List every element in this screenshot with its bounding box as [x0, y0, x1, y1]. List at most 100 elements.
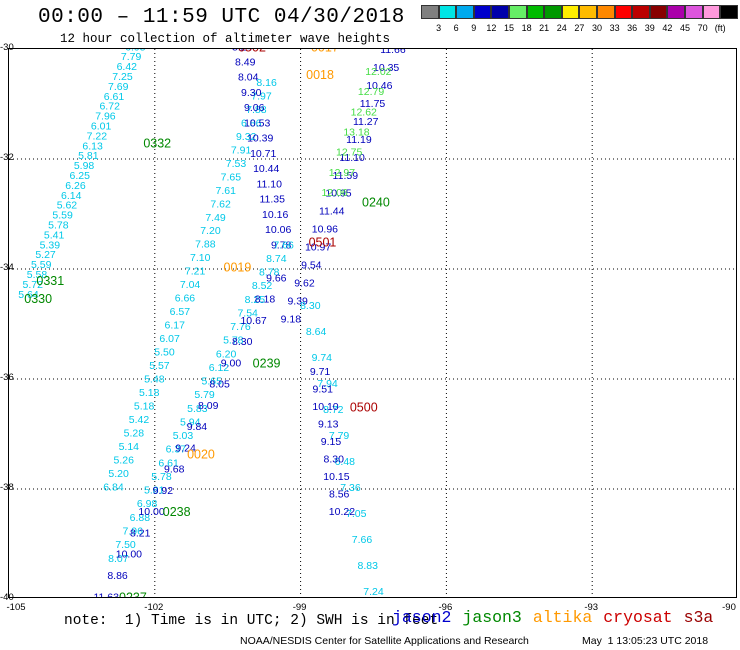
wave-height-value: 6.12: [209, 362, 230, 374]
wave-height-value: 10.22: [329, 506, 355, 518]
wave-height-value: 8.18: [255, 294, 276, 306]
legend-label: 70: [697, 23, 708, 33]
longitude-label: -93: [584, 602, 599, 613]
wave-height-value: 9.71: [310, 366, 331, 378]
legend-label: 30: [591, 23, 603, 33]
wave-height-value: 9.30: [241, 87, 262, 99]
wave-height-value: 11.19: [346, 134, 372, 146]
wave-height-color-legend: [421, 5, 738, 19]
wave-height-value: 10.96: [312, 224, 338, 236]
wave-height-value: 9.06: [244, 102, 265, 114]
legend-label: 39: [644, 23, 655, 33]
longitude-label: -99: [292, 602, 307, 613]
wave-height-value: 10.44: [253, 163, 279, 175]
wave-height-value: 5.27: [35, 249, 56, 261]
wave-height-value: 10.16: [262, 209, 288, 221]
generation-timestamp: May 1 13:05:23 UTC 2018: [582, 635, 709, 647]
wave-height-value: 10.00: [116, 549, 142, 561]
wave-height-value: 7.04: [180, 279, 201, 291]
wave-height-value: 9.74: [312, 352, 333, 364]
wave-height-value: 7.21: [185, 266, 206, 278]
satellite-legend-item: jason3: [462, 608, 522, 627]
wave-height-value: 13.18: [343, 127, 369, 139]
legend-label: 45: [679, 23, 691, 33]
wave-height-value: 5.98: [74, 160, 95, 172]
wave-height-value: 8.78: [259, 267, 280, 279]
wave-height-value: 7.53: [226, 158, 247, 170]
legend-swatch: [473, 5, 492, 19]
wave-height-value: 7.91: [231, 144, 252, 156]
pass-time-label: 0330: [24, 292, 52, 306]
wave-height-value: 9.24: [175, 442, 196, 454]
wave-height-value: 6.61: [104, 91, 125, 103]
wave-height-value: 7.66: [352, 534, 373, 546]
altimeter-map: 6.957.796.427.257.696.616.727.966.017.22…: [8, 48, 737, 598]
legend-swatch: [614, 5, 633, 19]
wave-height-value: 7.97: [251, 90, 272, 102]
legend-label: 27: [574, 23, 585, 33]
wave-height-value: 6.57: [170, 306, 191, 318]
wave-height-value: 7.10: [190, 252, 211, 264]
legend-swatch: [561, 5, 580, 19]
wave-height-value: 5.64: [18, 289, 39, 301]
legend-swatch: [649, 5, 668, 19]
wave-height-value: 5.58: [27, 269, 48, 281]
latitude-label: -30: [0, 42, 14, 53]
wave-height-value: 5.81: [78, 150, 99, 162]
wave-height-value: 7.94: [317, 378, 338, 390]
wave-height-value: 10.06: [265, 224, 291, 236]
wave-height-value: 5.28: [124, 427, 145, 439]
legend-label: 3: [436, 23, 442, 33]
wave-height-value: 12.79: [358, 86, 384, 98]
wave-height-value: 5.39: [40, 239, 61, 251]
wave-height-value: 11.66: [380, 49, 406, 56]
wave-height-value: 11.63: [93, 591, 119, 598]
wave-height-value: 8.30: [323, 453, 344, 465]
legend-label: 33: [609, 23, 620, 33]
latitude-label: -32: [0, 152, 14, 163]
pass-time-label: 0019: [224, 260, 252, 274]
wave-height-value: 5.78: [223, 335, 244, 347]
wave-height-legend-labels: 3 6 9 12 15 18 21 24 27 30 33 36 39 42 45 70 (ft): [421, 23, 738, 37]
wave-height-value: 6.17: [165, 320, 186, 332]
wave-height-value: 8.86: [107, 570, 128, 582]
wave-height-value: 6.98: [137, 498, 158, 510]
wave-height-value: 6.07: [159, 333, 180, 345]
wave-height-value: 11.27: [353, 116, 379, 128]
wave-height-value: 11.10: [256, 178, 282, 190]
pass-time-label: 0501: [309, 236, 337, 250]
legend-swatch: [491, 5, 509, 19]
pass-time-label: 0239: [253, 357, 281, 371]
legend-swatch: [526, 5, 545, 19]
wave-height-value: 10.39: [247, 133, 273, 145]
wave-height-value: 6.13: [82, 140, 103, 152]
wave-height-value: 9.00: [221, 357, 242, 369]
wave-height-value: 12.75: [336, 147, 362, 159]
wave-height-value: 7.61: [216, 185, 237, 197]
wave-height-value: 12.02: [365, 66, 391, 78]
latitude-label: -38: [0, 482, 14, 493]
pass-time-label: 0240: [362, 195, 390, 209]
satellite-legend-item: cryosat: [603, 608, 673, 627]
wave-height-value: 7.22: [87, 130, 108, 142]
wave-height-value: 5.94: [180, 416, 201, 428]
units-note: note: 1) Time is in UTC; 2) SWH is in fe…: [64, 613, 439, 629]
wave-height-value: 5.18: [134, 400, 155, 412]
wave-height-value: 8.25: [245, 294, 266, 306]
longitude-label: -105: [6, 602, 26, 613]
wave-height-value: 10.67: [240, 315, 266, 327]
wave-height-value: 6.25: [70, 170, 91, 182]
wave-height-value: 8.74: [266, 253, 287, 265]
wave-height-value: 6.01: [91, 120, 112, 132]
wave-height-value: 8.64: [306, 326, 327, 338]
legend-swatch: [596, 5, 615, 19]
wave-height-value: 7.79: [329, 430, 350, 442]
wave-height-value: 5.42: [129, 414, 150, 426]
wave-height-value: 5.83: [187, 403, 208, 415]
wave-height-value: 8.30: [232, 336, 253, 348]
wave-height-value: 5.20: [108, 468, 129, 480]
longitude-label: -96: [438, 602, 453, 613]
legend-swatch: [456, 5, 474, 19]
legend-swatch: [684, 5, 703, 19]
wave-height-value: 8.83: [358, 560, 379, 572]
